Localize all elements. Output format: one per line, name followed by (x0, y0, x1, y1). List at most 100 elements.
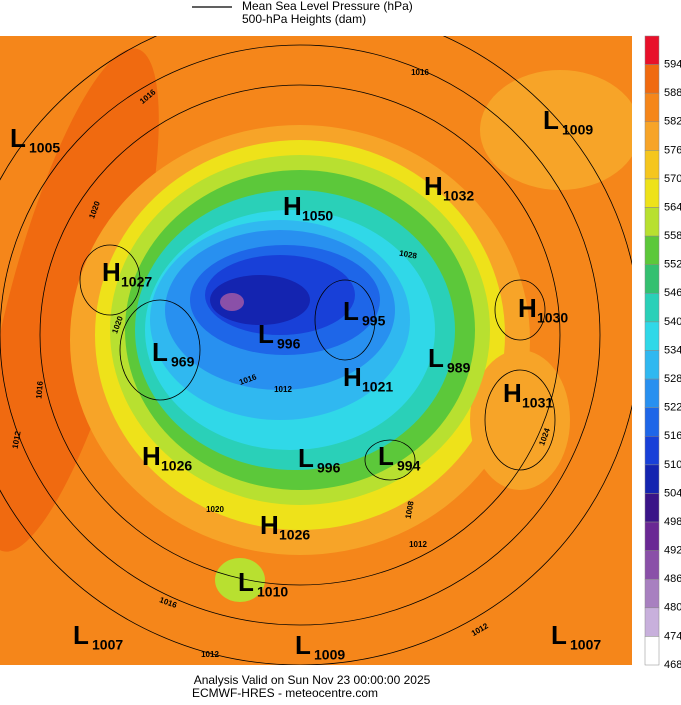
center-letter: H (260, 510, 279, 540)
colorbar-label: 570 (664, 173, 681, 185)
isobar-label: 1012 (409, 540, 427, 549)
center-value: 1031 (522, 395, 553, 411)
center-value: 1030 (537, 310, 568, 326)
colorbar-label: 564 (664, 201, 681, 213)
center-letter: L (258, 319, 274, 349)
center-value: 995 (362, 313, 386, 329)
footer-text: ECMWF-HRES - meteocentre.com (192, 686, 378, 700)
colorbar-box (644, 178, 660, 208)
colorbar-box (644, 607, 660, 637)
colorbar-box (644, 293, 660, 323)
center-value: 1007 (570, 637, 601, 653)
colorbar-label: 582 (664, 116, 681, 128)
legend-text: 500-hPa Heights (dam) (242, 12, 366, 26)
colorbar-label: 492 (664, 545, 681, 557)
center-value: 1021 (362, 379, 393, 395)
colorbar-label: 528 (664, 373, 681, 385)
center-value: 1009 (562, 122, 593, 138)
colorbar-box (644, 35, 660, 65)
colorbar-box (644, 150, 660, 180)
colorbar-label: 558 (664, 230, 681, 242)
colorbar-label: 552 (664, 259, 681, 271)
colorbar-label: 588 (664, 87, 681, 99)
colorbar-label: 486 (664, 573, 681, 585)
isobar-label: 1020 (206, 505, 224, 514)
footer-text: Analysis Valid on Sun Nov 23 00:00:00 20… (194, 673, 431, 687)
center-value: 996 (317, 460, 341, 476)
colorbar-box (644, 378, 660, 408)
colorbar: 594 588 582 576 570 564 558 552 546 540 534 528 522 5… (644, 35, 681, 671)
center-value: 1007 (92, 637, 123, 653)
colorbar-box (644, 464, 660, 494)
center-letter: H (102, 257, 121, 287)
center-value: 996 (277, 336, 301, 352)
colorbar-label: 546 (664, 287, 681, 299)
colorbar-box (644, 407, 660, 437)
colorbar-box (644, 436, 660, 466)
colorbar-box (644, 493, 660, 523)
center-letter: L (428, 343, 444, 373)
center-letter: L (298, 443, 314, 473)
center-letter: L (73, 620, 89, 650)
center-value: 1010 (257, 584, 288, 600)
colorbar-box (644, 578, 660, 609)
colorbar-box (644, 235, 660, 265)
center-letter: L (551, 620, 567, 650)
colorbar-label: 594 (664, 58, 681, 70)
center-letter: L (343, 296, 359, 326)
center-letter: H (518, 293, 537, 323)
center-value: 1009 (314, 647, 345, 663)
center-value: 969 (171, 354, 195, 370)
center-value: 1032 (443, 188, 474, 204)
center-letter: L (152, 337, 168, 367)
colorbar-label: 504 (664, 487, 681, 499)
colorbar-label: 468 (664, 659, 681, 671)
center-letter: L (378, 441, 394, 471)
center-value: 989 (447, 360, 471, 376)
colorbar-label: 540 (664, 316, 681, 328)
center-letter: L (295, 630, 311, 660)
colorbar-label: 498 (664, 516, 681, 528)
colorbar-box (644, 121, 660, 151)
center-value: 1027 (121, 274, 152, 290)
colorbar-label: 534 (664, 344, 681, 356)
isobar-label: 1028 (399, 249, 419, 261)
center-value: 1050 (302, 208, 333, 224)
colorbar-box (644, 550, 660, 580)
colorbar-label: 510 (664, 459, 681, 471)
center-letter: H (283, 191, 302, 221)
colorbar-box (644, 64, 660, 94)
isobar-label: 1012 (274, 385, 292, 394)
isobar-label: 1016 (411, 68, 429, 77)
center-value: 994 (397, 458, 421, 474)
center-letter: H (142, 441, 161, 471)
colorbar-label: 474 (664, 630, 681, 642)
colorbar-box (644, 636, 660, 666)
colorbar-box (644, 521, 660, 551)
colorbar-label: 576 (664, 144, 681, 156)
colorbar-box (644, 207, 660, 237)
center-letter: H (424, 171, 443, 201)
colorbar-label: 480 (664, 602, 681, 614)
colorbar-box (644, 321, 660, 351)
colorbar-label: 516 (664, 430, 681, 442)
colorbar-box (644, 350, 660, 380)
center-letter: L (238, 567, 254, 597)
center-letter: L (10, 123, 26, 153)
center-value: 1026 (161, 458, 192, 474)
map (0, 36, 632, 665)
isobar-label: 1012 (11, 430, 23, 450)
center-letter: H (503, 378, 522, 408)
colorbar-box (644, 264, 660, 294)
center-value: 1005 (29, 140, 60, 156)
center-letter: L (543, 105, 559, 135)
center-value: 1026 (279, 527, 310, 543)
legend-text: Mean Sea Level Pressure (hPa) (242, 0, 413, 13)
isobar-label: 1008 (404, 500, 416, 520)
isobar-label: 1012 (201, 650, 219, 659)
isobar-label: 1016 (34, 380, 45, 399)
colorbar-box (644, 92, 660, 123)
center-letter: H (343, 362, 362, 392)
colorbar-label: 522 (664, 402, 681, 414)
